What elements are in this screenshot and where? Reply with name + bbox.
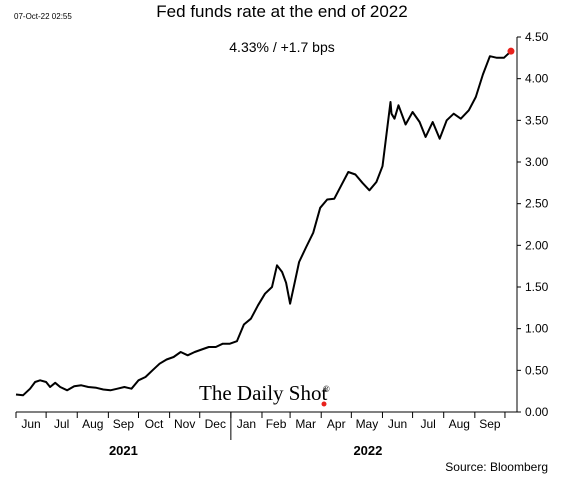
y-tick-label: 3.50 [525, 113, 549, 127]
x-tick-label: Aug [82, 417, 103, 431]
x-tick-label: Jun [21, 417, 40, 431]
x-tick-label: Jun [388, 417, 407, 431]
x-tick-label: Jul [420, 417, 435, 431]
y-tick-label: 1.00 [525, 322, 549, 336]
watermark-dot [321, 401, 327, 407]
x-tick-label: Nov [174, 417, 195, 431]
year-label-2022: 2022 [353, 443, 382, 458]
x-tick-label: Jan [237, 417, 256, 431]
y-axis: 0.00 0.50 1.00 1.50 2.00 2.50 3.00 3.50 4.00 4.50 [516, 30, 549, 419]
watermark-text: The Daily Shot [199, 381, 327, 405]
y-tick-label: 1.50 [525, 280, 549, 294]
x-tick-label: Sep [113, 417, 135, 431]
series-line-fed-funds [15, 50, 512, 397]
last-value-annotation: 4.33% / +1.7 bps [229, 39, 334, 55]
x-tick-label: Apr [327, 417, 346, 431]
x-tick-label: Feb [266, 417, 287, 431]
source-note: Source: Bloomberg [445, 460, 548, 474]
chart-title: Fed funds rate at the end of 2022 [156, 2, 407, 21]
x-tick-label: Dec [205, 417, 226, 431]
x-tick-label: Aug [449, 417, 470, 431]
x-tick-label: Sep [479, 417, 501, 431]
x-tick-label: May [356, 417, 379, 431]
x-tick-label: Oct [145, 417, 164, 431]
last-point-marker [507, 47, 515, 55]
watermark: The Daily Shot ® [199, 381, 330, 407]
timestamp: 07-Oct-22 02:55 [14, 12, 72, 21]
y-tick-label: 3.00 [525, 155, 549, 169]
y-tick-label: 4.00 [525, 72, 549, 86]
y-tick-label: 4.50 [525, 30, 549, 44]
y-tick-label: 0.00 [525, 405, 549, 419]
y-tick-label: 0.50 [525, 363, 549, 377]
y-tick-label: 2.50 [525, 197, 549, 211]
watermark-registered-mark: ® [323, 384, 330, 394]
x-tick-label: Mar [295, 417, 316, 431]
y-tick-label: 2.00 [525, 238, 549, 252]
year-label-2021: 2021 [109, 443, 138, 458]
x-tick-label: Jul [54, 417, 69, 431]
x-axis: Jun Jul Aug Sep Oct Nov Dec Jan Feb Mar Apr May Jun J… [15, 411, 517, 458]
